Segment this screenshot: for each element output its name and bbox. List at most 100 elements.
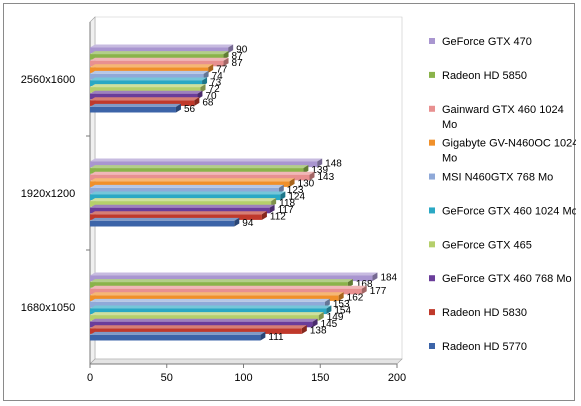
legend-label: MSI N460GTX 768 Mo: [442, 172, 553, 184]
bar: [90, 54, 224, 60]
bar: [90, 106, 176, 113]
legend-label-line: Gigabyte GV-N460OC 1024: [442, 138, 576, 150]
bar-end-face: [223, 57, 229, 67]
x-tick-label: 0: [87, 372, 93, 384]
chart-frame: 0 50 100 150 200 2560x1600 90 87 87 77 74 73 72 70 68 5…: [3, 3, 576, 401]
bar-top-face: [90, 191, 286, 195]
bar: [90, 100, 195, 106]
bar-end-face: [228, 44, 234, 54]
bar: [90, 288, 362, 295]
bar: [90, 201, 272, 207]
bar: [90, 168, 304, 174]
data-label: 149: [327, 312, 344, 323]
legend-swatch: [429, 343, 435, 349]
data-label: 56: [184, 104, 196, 115]
bar: [90, 67, 209, 73]
x-tick-label: 100: [234, 372, 252, 384]
legend-label: GeForce GTX 460 1024 Mo: [442, 205, 576, 217]
legend-label: Radeon HD 5830: [442, 307, 527, 319]
legend-label: GeForce GTX 460 768 Mo: [442, 273, 572, 285]
bar-top-face: [90, 204, 275, 208]
legend-label: Radeon HD 5850: [442, 70, 527, 82]
bar: [90, 207, 270, 214]
legend-label-line: Radeon HD 5830: [442, 307, 527, 319]
bar-top-face: [90, 318, 318, 322]
data-label: 94: [242, 218, 254, 229]
bar-chart: 0 50 100 150 2002560x16009087877774737270685…: [21, 16, 576, 384]
bar: [90, 47, 229, 54]
bar-end-face: [326, 305, 332, 315]
chart-floor: [89, 358, 403, 365]
data-label: 162: [347, 292, 364, 303]
legend-label-line: GeForce GTX 465: [442, 239, 532, 251]
bar: [90, 308, 327, 315]
legend-label-line: Gainward GTX 460 1024: [442, 104, 564, 116]
legend-swatch: [429, 275, 435, 282]
bar-top-face: [90, 103, 181, 107]
bar-top-face: [90, 325, 307, 329]
data-label: 124: [288, 192, 305, 203]
data-label: 139: [311, 165, 328, 176]
bar-top-face: [90, 158, 323, 162]
bar-end-face: [303, 165, 309, 174]
legend-swatch: [429, 71, 435, 78]
bar: [90, 328, 302, 334]
bar-end-face: [318, 312, 324, 321]
data-label: 77: [216, 64, 228, 75]
bar-top-face: [90, 84, 206, 88]
bar-top-face: [90, 312, 324, 316]
data-label: 117: [278, 205, 294, 216]
bar: [90, 60, 224, 67]
bar-end-face: [261, 211, 267, 220]
bar-top-face: [90, 165, 309, 169]
legend-label: GeForce GTX 470: [442, 36, 532, 48]
data-label: 68: [202, 97, 214, 108]
x-tick-label: 200: [388, 372, 406, 384]
legend-swatch: [429, 309, 435, 316]
bar-top-face: [90, 97, 200, 101]
bar-top-face: [90, 77, 208, 81]
bar-end-face: [347, 279, 353, 288]
bar-top-face: [90, 70, 209, 74]
bar: [90, 214, 262, 220]
category-label: 2560x1600: [21, 74, 75, 86]
legend-swatch: [429, 173, 435, 180]
data-label: 118: [279, 198, 295, 209]
legend-swatch: [429, 105, 435, 112]
data-label: 143: [318, 172, 335, 183]
bar: [90, 87, 201, 93]
data-label: 153: [333, 299, 350, 310]
bar-end-face: [278, 184, 284, 194]
category-label: 1680x1050: [21, 302, 75, 314]
x-tick-label: 50: [161, 372, 173, 384]
x-tick-label: 150: [311, 372, 329, 384]
bar-top-face: [90, 171, 315, 175]
bar-end-face: [208, 64, 214, 73]
bar: [90, 315, 319, 321]
data-label: 73: [210, 78, 222, 89]
data-label: 111: [268, 332, 284, 343]
bar-end-face: [203, 70, 209, 80]
legend-label-line: Mo: [442, 153, 457, 165]
legend-label-line: MSI N460GTX 768 Mo: [442, 172, 553, 184]
bar-end-face: [260, 331, 266, 341]
bar-end-face: [289, 178, 295, 187]
bar-end-face: [197, 90, 203, 100]
bar-top-face: [90, 44, 234, 48]
bar: [90, 161, 318, 168]
data-label: 168: [356, 279, 373, 290]
data-label: 90: [236, 45, 248, 56]
bar-end-face: [317, 158, 323, 168]
bar: [90, 174, 310, 181]
data-label: 130: [298, 178, 315, 189]
data-label: 70: [205, 91, 217, 102]
bar-end-face: [271, 198, 277, 207]
bar: [90, 187, 279, 194]
bar-end-face: [338, 292, 344, 301]
bar-top-face: [90, 51, 229, 55]
bar-end-face: [269, 204, 275, 214]
bar: [90, 93, 198, 100]
bar-top-face: [90, 298, 330, 302]
bar: [90, 181, 290, 187]
bar-top-face: [90, 178, 295, 182]
